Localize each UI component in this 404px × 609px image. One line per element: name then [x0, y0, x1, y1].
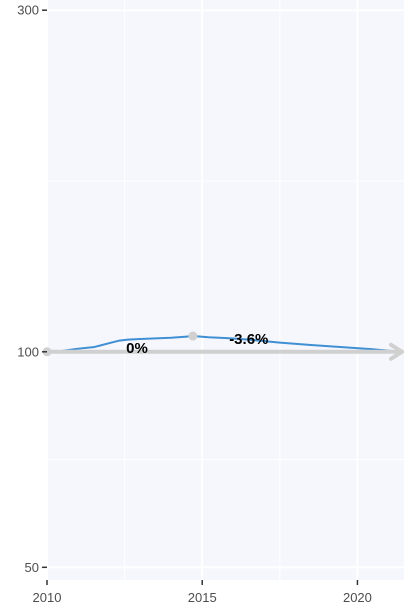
annotation-label: -3.6% — [229, 331, 268, 348]
annotation-label: 0% — [126, 340, 148, 357]
x-tick-label: 2010 — [33, 590, 62, 605]
trend-arrow — [45, 342, 404, 361]
series-line-1 — [46, 335, 401, 353]
plot-panel — [47, 0, 404, 580]
y-tick-label: 50 — [25, 560, 39, 575]
y-tick-label: 100 — [17, 344, 39, 359]
y-axis: 50 100 300 — [17, 3, 47, 575]
x-tick-label: 2020 — [343, 590, 372, 605]
y-tick-label: 300 — [17, 3, 39, 18]
trend-arrow-head — [389, 342, 404, 361]
annotation-group: 0% -3.6% — [126, 331, 268, 357]
series-group — [46, 335, 401, 353]
data-marker — [188, 331, 198, 341]
x-tick-label: 2015 — [188, 590, 217, 605]
x-axis: 2010 2015 2020 — [33, 580, 372, 605]
